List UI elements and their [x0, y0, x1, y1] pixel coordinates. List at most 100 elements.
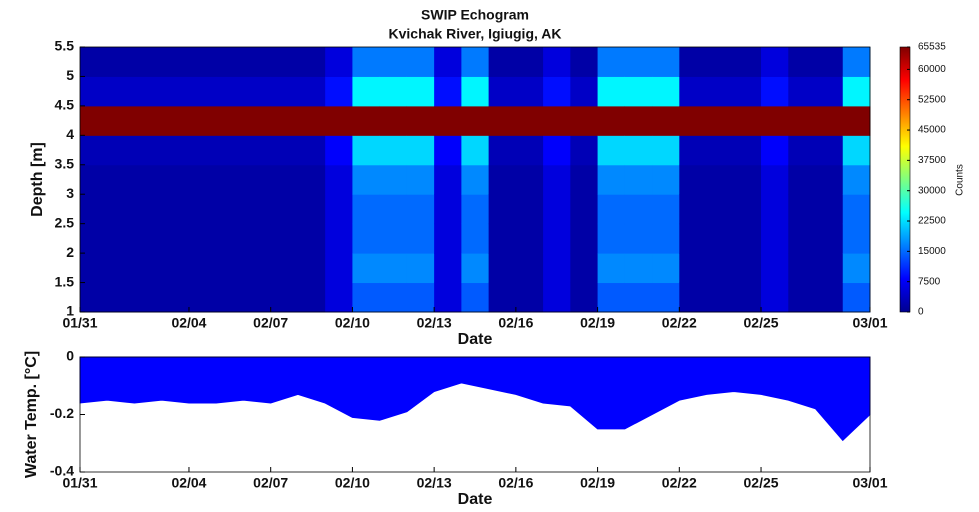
colorbar-tick-label: 60000	[918, 64, 946, 75]
heat-cell	[434, 47, 462, 77]
heat-cell	[107, 47, 135, 77]
heat-cell	[706, 76, 735, 107]
x-tick-label: 02/22	[662, 315, 697, 331]
colorbar-tick-label: 7500	[918, 276, 941, 287]
heat-cell	[461, 135, 490, 166]
heat-cell	[80, 47, 108, 77]
heat-cell	[733, 282, 762, 313]
colorbar-tick-label: 65535	[918, 42, 946, 53]
heat-cell	[188, 194, 217, 225]
heat-cell	[243, 76, 272, 107]
heat-cell	[406, 47, 435, 77]
heat-cell	[161, 223, 190, 254]
heat-cell	[107, 76, 135, 107]
y-tick-label: -0.4	[50, 463, 74, 479]
heat-cell	[733, 164, 762, 195]
heat-cell	[216, 194, 244, 225]
heat-cell	[107, 135, 135, 166]
heat-cell	[325, 282, 353, 313]
heat-cell	[80, 76, 108, 107]
heat-cell	[188, 282, 217, 313]
heat-cell	[325, 76, 353, 107]
heat-cell	[352, 253, 381, 284]
heat-cell	[216, 223, 244, 254]
x-axis-label: Date	[458, 331, 493, 348]
heat-cell	[161, 164, 190, 195]
heat-cell	[570, 223, 599, 254]
heat-cell	[842, 253, 871, 284]
heat-cell	[842, 47, 871, 77]
heat-cell	[679, 194, 708, 225]
plot-frame	[79, 46, 871, 313]
heat-cell	[161, 135, 190, 166]
heat-cell	[570, 253, 599, 284]
heat-cell	[379, 223, 408, 254]
heat-cell	[352, 164, 381, 195]
heat-cell	[461, 223, 490, 254]
heat-cell	[788, 76, 817, 107]
heat-cell	[788, 164, 817, 195]
y-axis-label: Depth [m]	[29, 142, 46, 217]
y-tick-label: 5.5	[55, 38, 75, 54]
heat-cell	[80, 194, 108, 225]
heat-cell	[379, 105, 408, 136]
heat-cell	[80, 164, 108, 195]
heat-cell	[243, 223, 272, 254]
heat-cell	[570, 164, 599, 195]
colorbar-label: Counts	[955, 164, 966, 196]
heat-cell	[488, 76, 517, 107]
heat-cell	[597, 194, 626, 225]
heat-cell	[216, 105, 244, 136]
heat-cell	[761, 253, 789, 284]
heat-cell	[270, 47, 299, 77]
heat-cell	[679, 76, 708, 107]
heat-cell	[379, 135, 408, 166]
heat-cell	[325, 135, 353, 166]
heat-cell	[80, 253, 108, 284]
heat-cell	[325, 164, 353, 195]
heat-cell	[706, 135, 735, 166]
x-tick-label: 02/25	[744, 475, 779, 491]
heat-cell	[270, 135, 299, 166]
heat-cell	[679, 253, 708, 284]
heat-cell	[434, 253, 462, 284]
colorbar-tick-label: 22500	[918, 216, 946, 227]
heat-cell	[570, 135, 599, 166]
heat-cell	[188, 223, 217, 254]
heat-cell	[570, 282, 599, 313]
heat-cell	[270, 76, 299, 107]
heat-cell	[570, 194, 599, 225]
heat-cell	[134, 135, 163, 166]
heat-cell	[543, 194, 571, 225]
colorbar-tick-label: 52500	[918, 94, 946, 105]
heat-cell	[188, 76, 217, 107]
y-tick-label: 4	[66, 126, 74, 142]
heat-cell	[488, 164, 517, 195]
heat-cell	[706, 223, 735, 254]
heat-cell	[488, 47, 517, 77]
heat-cell	[406, 194, 435, 225]
heat-cell	[488, 253, 517, 284]
heat-cell	[379, 47, 408, 77]
heat-cell	[652, 164, 680, 195]
x-tick-label: 02/13	[417, 315, 452, 331]
heat-cell	[597, 105, 626, 136]
heat-cell	[624, 47, 653, 77]
heat-cell	[216, 47, 244, 77]
heat-cell	[788, 105, 817, 136]
x-tick-label: 02/07	[253, 315, 288, 331]
heat-cell	[597, 164, 626, 195]
y-tick-label: 3.5	[55, 155, 75, 171]
heat-cell	[406, 223, 435, 254]
x-tick-label: 02/07	[253, 475, 288, 491]
heat-cell	[815, 282, 844, 313]
heat-cell	[624, 164, 653, 195]
heat-cell	[80, 282, 108, 313]
heat-cell	[842, 105, 871, 136]
heat-cell	[352, 223, 381, 254]
heat-cell	[570, 105, 599, 136]
heat-cell	[297, 282, 326, 313]
heat-cell	[788, 194, 817, 225]
heat-cell	[161, 194, 190, 225]
